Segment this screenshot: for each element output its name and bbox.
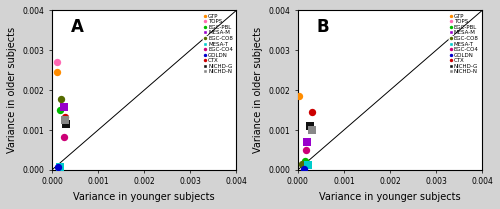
Point xyxy=(301,159,309,163)
Text: A: A xyxy=(70,18,84,36)
Y-axis label: Variance in older subjects: Variance in older subjects xyxy=(7,27,17,153)
Point xyxy=(308,128,316,132)
Point xyxy=(304,163,312,167)
Legend: GTP, TOPS, EGC-PBL, MESA-M, EGC-CO8, MESA-T, EGC-CO4, GOLDN, CTX, NICHD-G, NICHD: GTP, TOPS, EGC-PBL, MESA-M, EGC-CO8, MES… xyxy=(203,13,234,75)
Point xyxy=(56,108,64,112)
X-axis label: Variance in younger subjects: Variance in younger subjects xyxy=(74,192,215,202)
Point xyxy=(300,167,308,170)
Point xyxy=(308,110,316,114)
Point xyxy=(61,115,69,119)
Point xyxy=(298,162,306,166)
Point xyxy=(306,124,314,128)
Point xyxy=(302,148,310,152)
Y-axis label: Variance in older subjects: Variance in older subjects xyxy=(253,27,263,153)
Point xyxy=(57,97,65,101)
Point xyxy=(52,61,60,64)
Point xyxy=(295,94,303,98)
Point xyxy=(62,118,70,122)
Point xyxy=(60,105,68,108)
Point xyxy=(60,135,68,139)
X-axis label: Variance in younger subjects: Variance in younger subjects xyxy=(319,192,461,202)
Point xyxy=(62,123,70,126)
Point xyxy=(54,166,62,169)
Point xyxy=(56,165,64,168)
Text: B: B xyxy=(316,18,329,36)
Legend: GTP, TOPS, EGC-PBL, MESA-M, EGC-CO8, MESA-T, EGC-CO4, GOLDN, CTX, NICHD-G, NICHD: GTP, TOPS, EGC-PBL, MESA-M, EGC-CO8, MES… xyxy=(449,13,480,75)
Point xyxy=(52,71,60,74)
Point xyxy=(302,163,310,167)
Point xyxy=(303,140,311,144)
